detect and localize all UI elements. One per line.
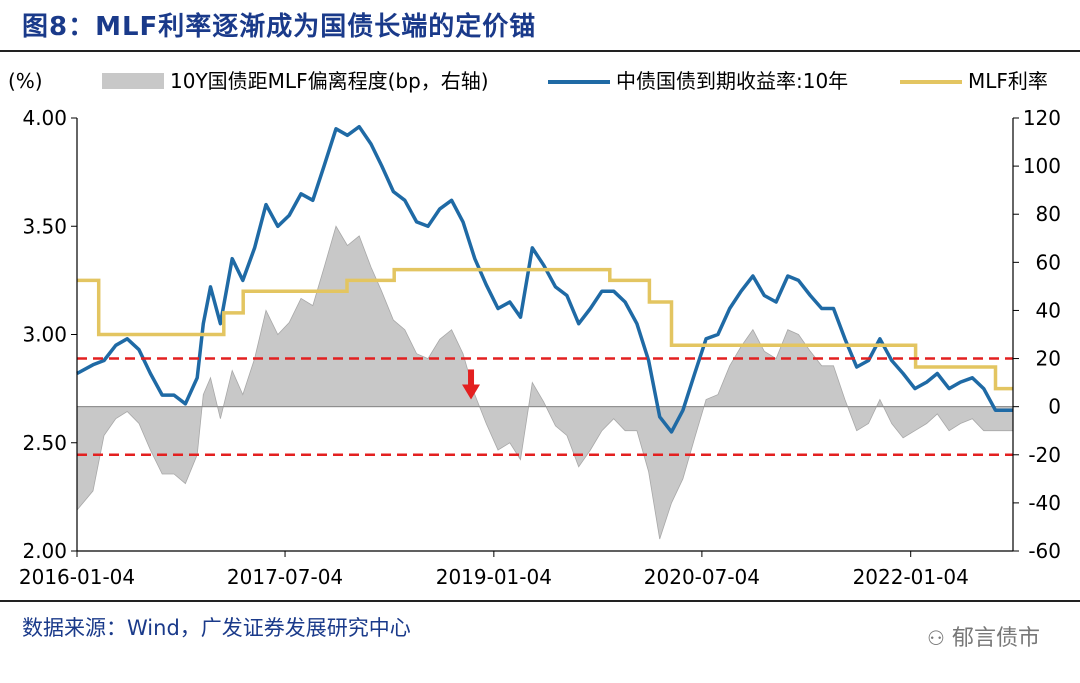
source-note: 数据来源：Wind，广发证券发展研究中心	[22, 616, 411, 640]
right-tick-label: 100	[1023, 154, 1061, 178]
right-tick-label: 0	[1048, 395, 1061, 419]
watermark: ⚇ 郁言债市	[927, 620, 1040, 652]
x-tick-label: 2016-01-04	[19, 565, 135, 589]
spread-area	[76, 225, 1014, 540]
yield-line	[76, 124, 1013, 434]
x-tick-label: 2020-07-04	[644, 565, 760, 589]
x-tick-label: 2019-01-04	[436, 565, 552, 589]
left-tick-label: 2.00	[22, 539, 67, 563]
spread-area-series	[76, 225, 1014, 540]
mlf-step-line	[76, 267, 1013, 391]
legend-label-spread: 10Y国债距MLF偏离程度(bp，右轴)	[170, 69, 489, 93]
title-divider	[0, 50, 1080, 52]
left-tick-label: 4.00	[22, 106, 67, 130]
footer-divider	[0, 600, 1080, 602]
watermark-text: 郁言债市	[951, 626, 1040, 651]
annotation-arrow-shaft	[468, 369, 475, 386]
right-tick-label: 20	[1036, 347, 1061, 371]
annotation-arrow-head	[462, 384, 481, 400]
left-tick-label: 3.00	[22, 323, 67, 347]
right-tick-label: 80	[1036, 202, 1061, 226]
right-tick-label: -40	[1028, 491, 1061, 515]
mlf-series	[76, 267, 1013, 391]
right-tick-label: 40	[1036, 298, 1061, 322]
right-tick-label: 60	[1036, 250, 1061, 274]
chart-svg: (%) 10Y国债距MLF偏离程度(bp，右轴) 中债国债到期收益率:10年 M…	[8, 69, 1061, 589]
annotation-layer	[462, 369, 481, 400]
axes	[71, 117, 1019, 557]
legend-label-mlf: MLF利率	[968, 69, 1048, 93]
x-tick-label: 2017-07-04	[227, 565, 343, 589]
reference-lines	[77, 357, 1013, 457]
right-tick-label: -60	[1028, 539, 1061, 563]
legend: 10Y国债距MLF偏离程度(bp，右轴) 中债国债到期收益率:10年 MLF利率	[102, 69, 1048, 93]
right-tick-label: -20	[1028, 443, 1061, 467]
yield-series	[76, 124, 1013, 434]
legend-swatch-spread	[102, 73, 164, 89]
right-tick-label: 120	[1023, 106, 1061, 130]
tick-labels: 2.00 2.50 3.00 3.50 4.00 -60 -40 -20 0 20 40 60 80 10…	[19, 106, 1061, 589]
left-axis-unit: (%)	[8, 69, 43, 93]
left-tick-label: 3.50	[22, 214, 67, 238]
left-tick-label: 2.50	[22, 431, 67, 455]
x-tick-label: 2022-01-04	[853, 565, 969, 589]
wechat-icon: ⚇	[927, 626, 945, 650]
legend-label-yield: 中债国债到期收益率:10年	[616, 69, 848, 93]
chart-title: 图8：MLF利率逐渐成为国债长端的定价锚	[22, 12, 537, 42]
